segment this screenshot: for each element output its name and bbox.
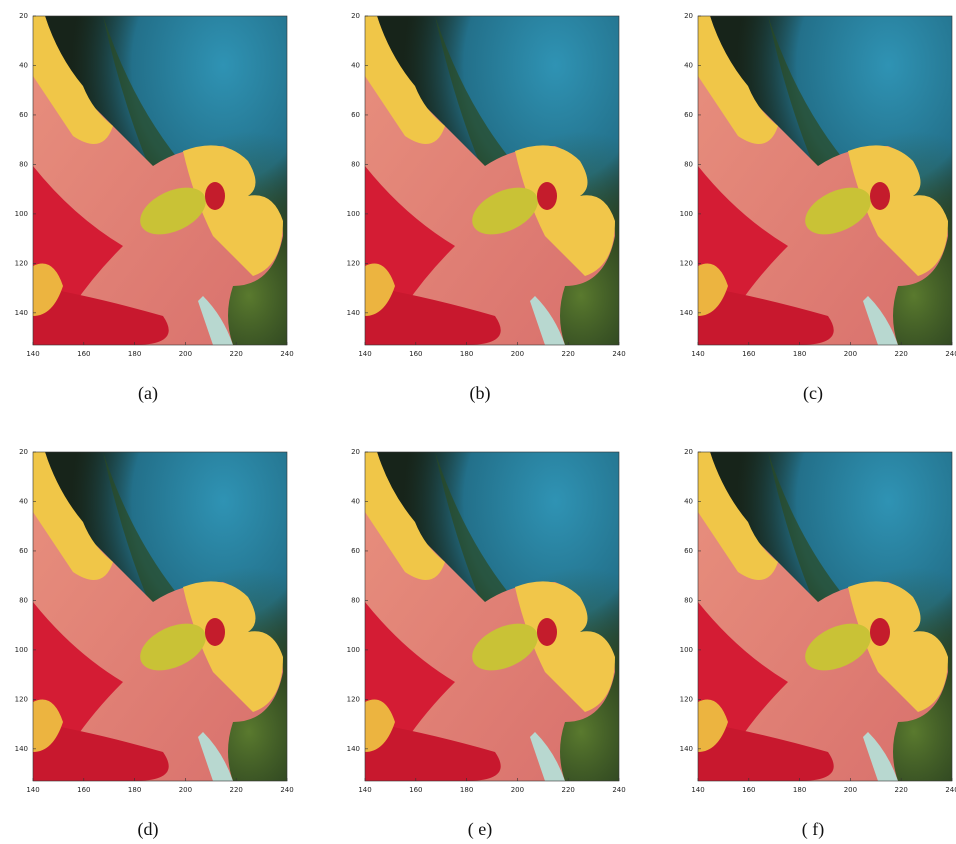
x-tick-label: 200	[179, 786, 192, 794]
x-tick-label: 220	[230, 350, 243, 358]
x-tick-label: 200	[511, 786, 524, 794]
y-tick-label: 100	[347, 210, 360, 218]
y-tick-label: 100	[15, 210, 28, 218]
y-tick-label: 140	[680, 745, 693, 753]
y-tick-label: 60	[351, 547, 360, 555]
panel-label: (c)	[803, 383, 823, 404]
panel-image	[365, 16, 619, 345]
x-tick-label: 220	[562, 350, 575, 358]
panel: 140 160 180 200 220 240 20 40 60 80 100 120 140 (d)	[15, 448, 294, 840]
panel: 140 160 180 200 220 240 20 40 60 80 100 120 140 (c)	[680, 12, 956, 404]
x-tick-label: 180	[460, 786, 473, 794]
x-tick-label: 140	[691, 350, 704, 358]
y-tick-label: 120	[15, 695, 28, 703]
panel-label: ( f)	[802, 819, 824, 840]
y-tick-label: 80	[351, 160, 360, 168]
y-tick-label: 140	[15, 309, 28, 317]
y-tick-label: 20	[19, 12, 28, 20]
y-tick-label: 80	[684, 596, 693, 604]
x-tick-label: 200	[511, 350, 524, 358]
x-tick-label: 240	[945, 350, 956, 358]
y-tick-label: 120	[347, 695, 360, 703]
x-tick-label: 160	[409, 350, 422, 358]
x-tick-label: 160	[77, 350, 90, 358]
y-tick-label: 40	[19, 497, 28, 505]
y-tick-label: 40	[351, 61, 360, 69]
y-tick-label: 80	[19, 160, 28, 168]
x-tick-label: 240	[612, 350, 625, 358]
y-tick-label: 60	[684, 111, 693, 119]
y-tick-label: 20	[684, 448, 693, 456]
y-tick-label: 140	[15, 745, 28, 753]
panel-label: (a)	[138, 383, 158, 404]
y-tick-label: 100	[680, 210, 693, 218]
y-tick-label: 60	[19, 111, 28, 119]
x-tick-label: 180	[128, 350, 141, 358]
x-tick-label: 240	[612, 786, 625, 794]
y-tick-label: 60	[19, 547, 28, 555]
y-tick-label: 140	[347, 745, 360, 753]
x-tick-label: 220	[230, 786, 243, 794]
x-tick-label: 180	[460, 350, 473, 358]
x-tick-label: 240	[280, 350, 293, 358]
y-tick-label: 140	[347, 309, 360, 317]
x-tick-label: 200	[179, 350, 192, 358]
y-tick-label: 100	[347, 646, 360, 654]
x-tick-label: 140	[691, 786, 704, 794]
y-tick-label: 20	[19, 448, 28, 456]
y-tick-label: 80	[19, 596, 28, 604]
panel: 140 160 180 200 220 240 20 40 60 80 100 120 140 ( f)	[680, 448, 956, 840]
y-tick-label: 120	[347, 259, 360, 267]
y-tick-label: 100	[680, 646, 693, 654]
panel-image	[33, 16, 287, 345]
panel-label: (d)	[138, 819, 159, 840]
x-tick-label: 140	[358, 350, 371, 358]
panel-label: ( e)	[468, 819, 492, 840]
x-tick-label: 140	[358, 786, 371, 794]
x-tick-label: 220	[562, 786, 575, 794]
y-tick-label: 40	[684, 497, 693, 505]
y-tick-label: 80	[684, 160, 693, 168]
panel-image	[698, 452, 952, 781]
panel-image	[365, 452, 619, 781]
y-tick-label: 40	[19, 61, 28, 69]
x-tick-label: 240	[945, 786, 956, 794]
y-tick-label: 40	[684, 61, 693, 69]
x-tick-label: 160	[742, 350, 755, 358]
y-tick-label: 120	[680, 259, 693, 267]
x-tick-label: 180	[793, 350, 806, 358]
y-tick-label: 80	[351, 596, 360, 604]
y-tick-label: 140	[680, 309, 693, 317]
panel-image	[33, 452, 287, 781]
x-tick-label: 140	[26, 350, 39, 358]
panel: 140 160 180 200 220 240 20 40 60 80 100 120 140 (b)	[347, 12, 626, 404]
x-tick-label: 140	[26, 786, 39, 794]
x-tick-label: 220	[895, 350, 908, 358]
y-tick-label: 120	[680, 695, 693, 703]
x-tick-label: 240	[280, 786, 293, 794]
y-tick-label: 100	[15, 646, 28, 654]
panel-image	[698, 16, 952, 345]
panel: 140 160 180 200 220 240 20 40 60 80 100 120 140 (a)	[15, 12, 294, 404]
x-tick-label: 180	[793, 786, 806, 794]
x-tick-label: 180	[128, 786, 141, 794]
x-tick-label: 160	[77, 786, 90, 794]
y-tick-label: 40	[351, 497, 360, 505]
x-tick-label: 160	[409, 786, 422, 794]
y-tick-label: 120	[15, 259, 28, 267]
x-tick-label: 200	[844, 350, 857, 358]
x-tick-label: 160	[742, 786, 755, 794]
panel-label: (b)	[470, 383, 491, 404]
y-tick-label: 20	[351, 12, 360, 20]
x-tick-label: 200	[844, 786, 857, 794]
y-tick-label: 60	[684, 547, 693, 555]
y-tick-label: 20	[351, 448, 360, 456]
figure: 14016018020022024020406080100120140(a)14…	[0, 0, 956, 844]
panel: 140 160 180 200 220 240 20 40 60 80 100 120 140 ( e)	[347, 448, 626, 840]
y-tick-label: 60	[351, 111, 360, 119]
y-tick-label: 20	[684, 12, 693, 20]
x-tick-label: 220	[895, 786, 908, 794]
